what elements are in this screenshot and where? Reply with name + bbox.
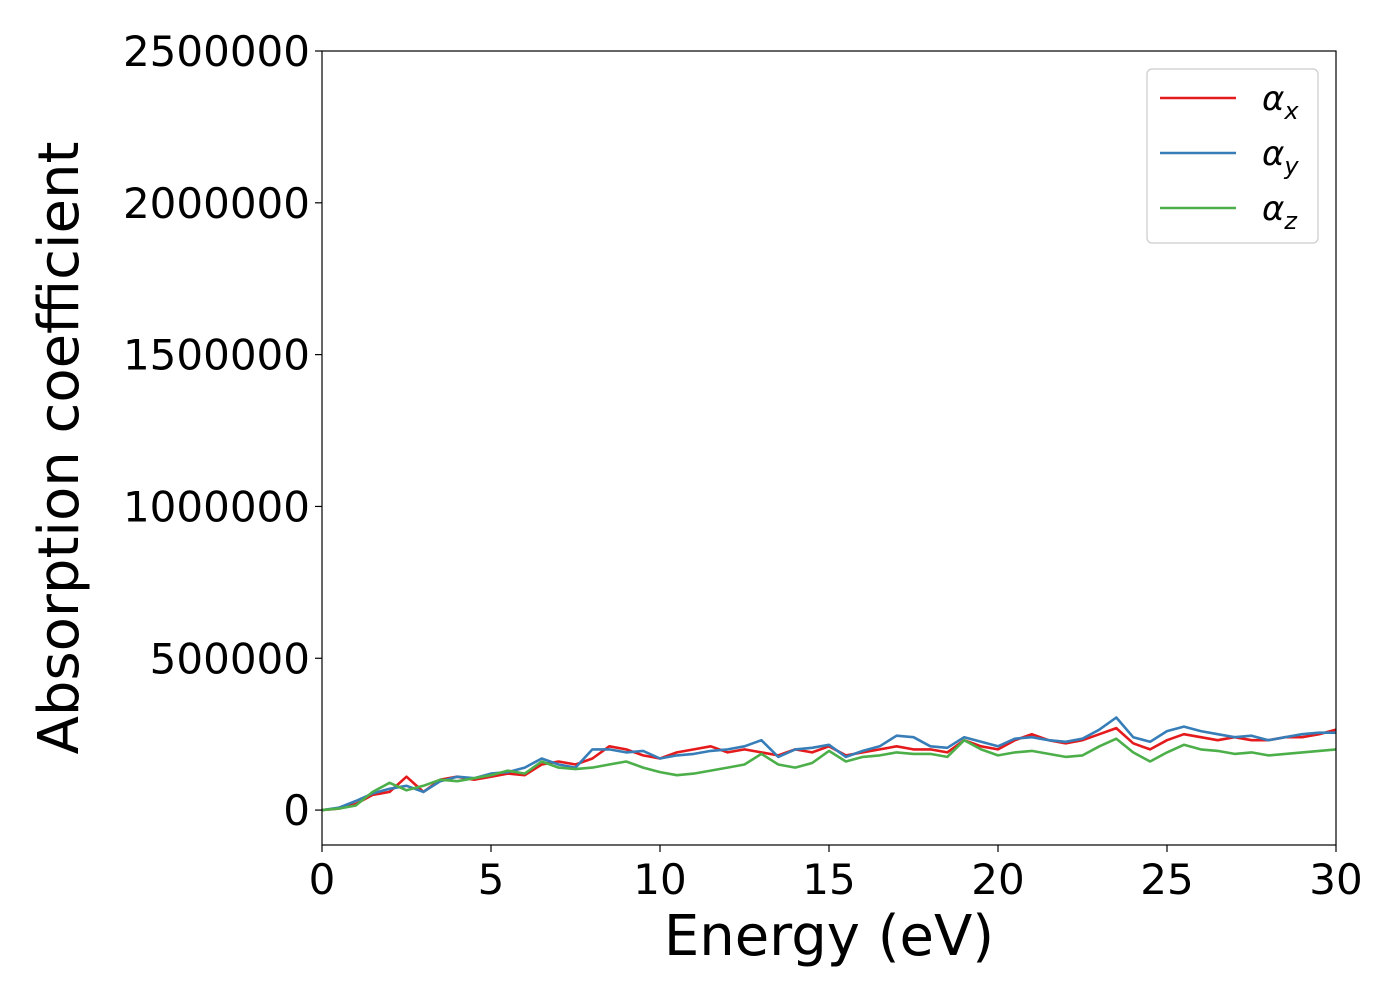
x-tick-label: 15 bbox=[802, 855, 855, 904]
x-axis: 0 5 10 15 20 25 30 bbox=[309, 845, 1363, 904]
legend: αx αy αz bbox=[1146, 68, 1319, 244]
x-axis-label: Energy (eV) bbox=[664, 904, 994, 969]
x-tick-label: 5 bbox=[478, 855, 505, 904]
y-axis-label: Absorption coefficient bbox=[27, 142, 92, 755]
x-tick-label: 0 bbox=[309, 855, 336, 904]
y-tick-label: 2500000 bbox=[123, 27, 310, 76]
legend-items: αx αy αz bbox=[1160, 79, 1299, 235]
series-line-x bbox=[321, 726, 1337, 812]
legend-label-x: αx bbox=[1262, 79, 1299, 125]
series-line-y bbox=[321, 716, 1336, 812]
y-tick-label: 2000000 bbox=[123, 179, 310, 228]
x-tick-label: 10 bbox=[633, 855, 686, 904]
x-tick-label: 25 bbox=[1140, 855, 1193, 904]
y-tick-label: 500000 bbox=[150, 634, 310, 683]
y-tick-label: 0 bbox=[283, 786, 310, 835]
legend-label-y: αy bbox=[1262, 134, 1299, 180]
legend-label-z: αz bbox=[1262, 189, 1298, 235]
y-axis: 0 500000 1000000 1500000 2000000 2500000 bbox=[123, 27, 322, 835]
series-layer bbox=[321, 716, 1337, 812]
legend-box bbox=[1146, 68, 1319, 244]
y-tick-label: 1000000 bbox=[123, 482, 310, 531]
y-tick-label: 1500000 bbox=[123, 331, 310, 380]
x-tick-label: 20 bbox=[971, 855, 1024, 904]
x-tick-label: 30 bbox=[1309, 855, 1362, 904]
series-line-z bbox=[321, 737, 1337, 812]
